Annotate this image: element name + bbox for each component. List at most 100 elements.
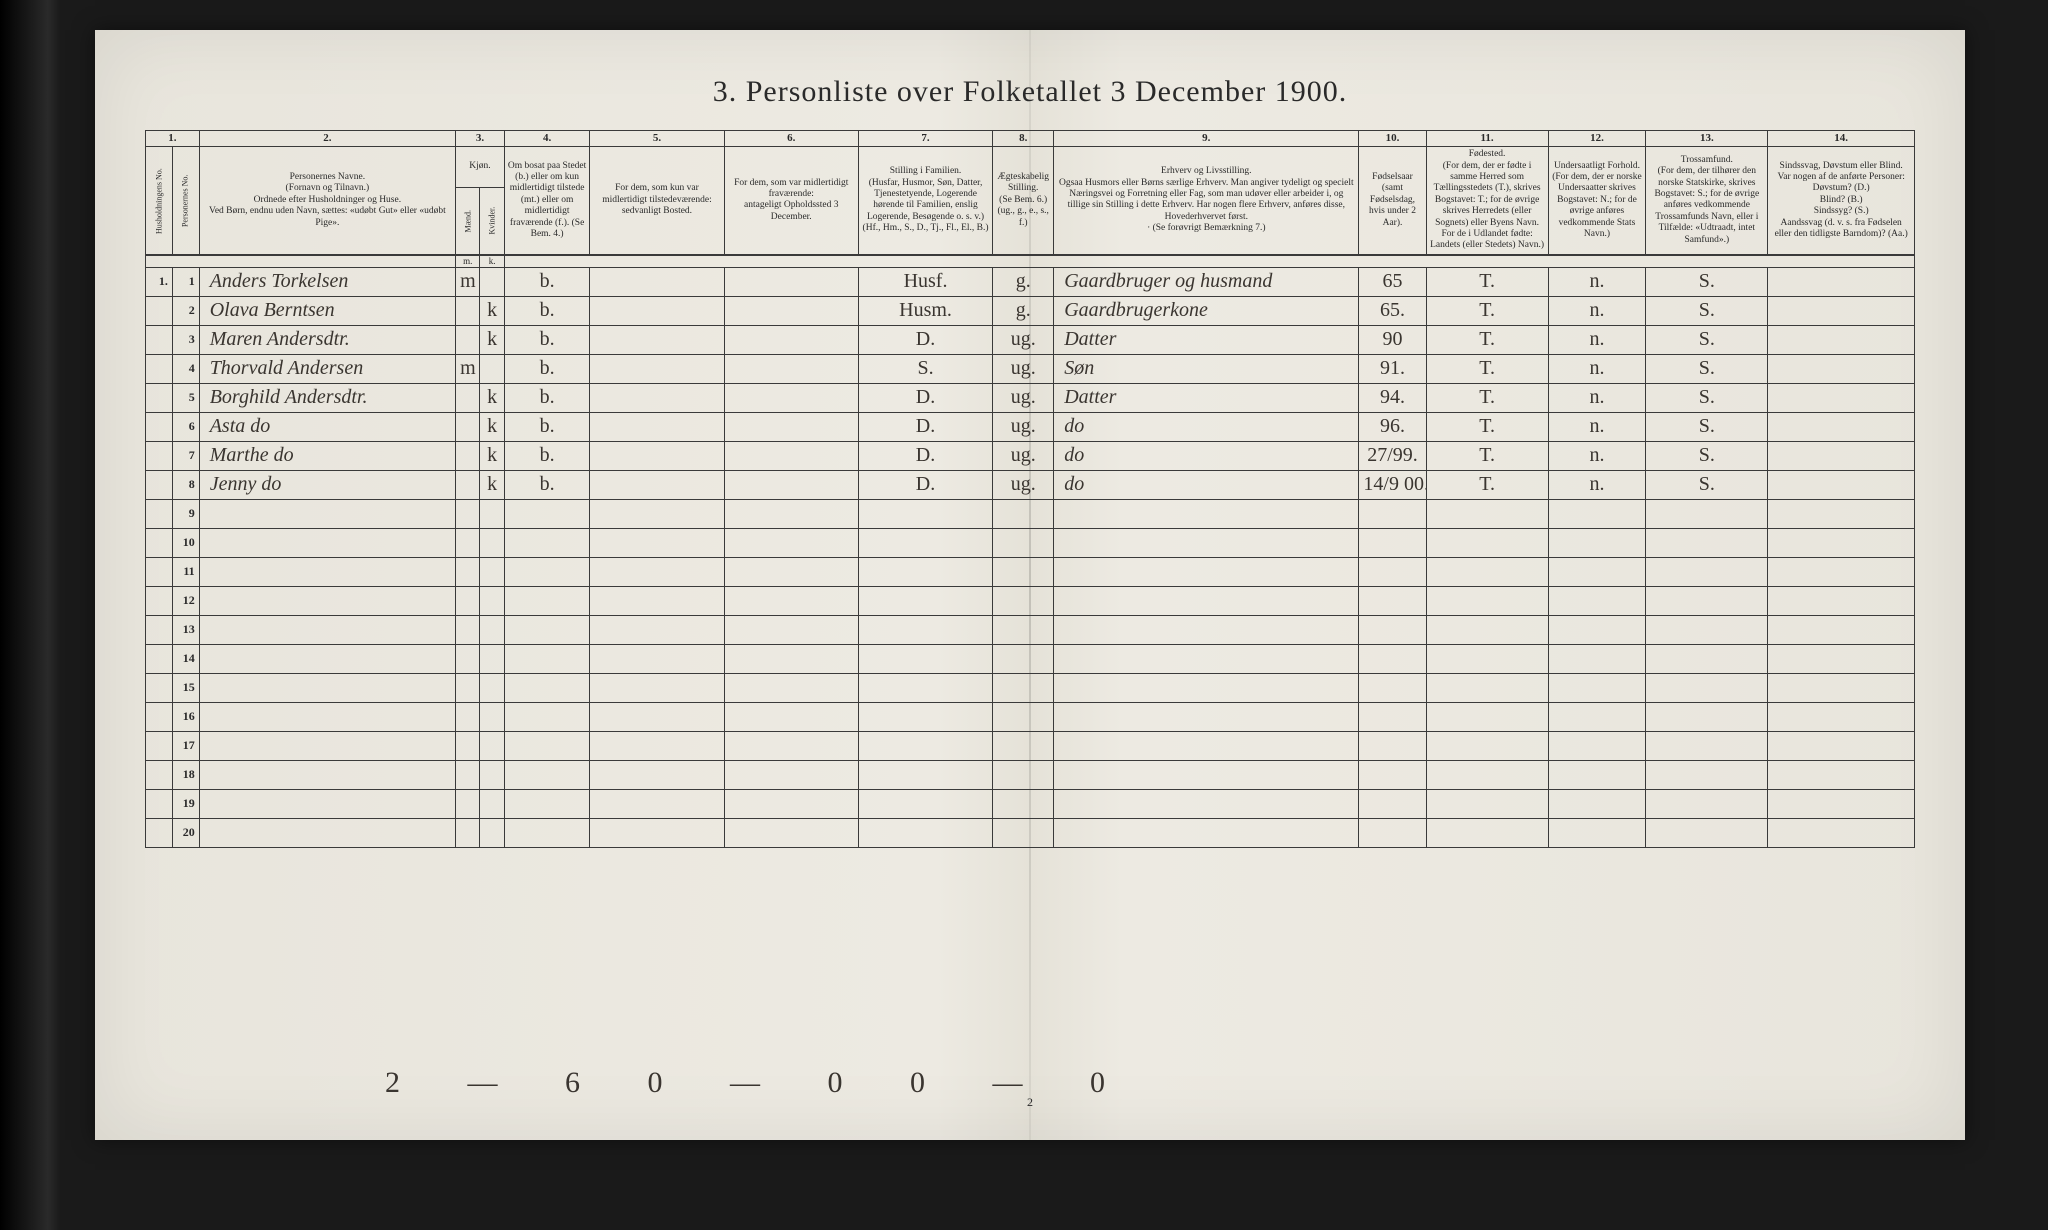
- cell-temp-absent: [724, 760, 858, 789]
- cell-disability: [1768, 586, 1915, 615]
- cell-household-no: [146, 296, 173, 325]
- cell-nationality: [1548, 818, 1646, 847]
- cell-sex-k: [480, 557, 504, 586]
- cell-household-no: [146, 354, 173, 383]
- cell-residence: [504, 528, 589, 557]
- table-row: 16: [146, 702, 1915, 731]
- cell-residence: [504, 702, 589, 731]
- cell-religion: [1646, 528, 1768, 557]
- cell-nationality: [1548, 789, 1646, 818]
- cell-temp-absent: [724, 499, 858, 528]
- cell-disability: [1768, 354, 1915, 383]
- cell-name: [199, 760, 455, 789]
- cell-occupation: [1054, 586, 1359, 615]
- cell-birthplace: T.: [1426, 325, 1548, 354]
- cell-birthplace: [1426, 586, 1548, 615]
- cell-marital: ug.: [993, 470, 1054, 499]
- cell-religion: [1646, 702, 1768, 731]
- table-row: 7Marthe dokb.D.ug.do27/99.T.n.S.: [146, 441, 1915, 470]
- cell-religion: S.: [1646, 412, 1768, 441]
- cell-nationality: [1548, 528, 1646, 557]
- cell-sex-m: [456, 470, 480, 499]
- cell-marital: [993, 615, 1054, 644]
- cell-residence: [504, 760, 589, 789]
- cell-name: [199, 586, 455, 615]
- cell-temp-present: [590, 586, 724, 615]
- cell-sex-k: [480, 818, 504, 847]
- cell-temp-absent: [724, 267, 858, 296]
- cell-nationality: [1548, 760, 1646, 789]
- cell-occupation: [1054, 702, 1359, 731]
- cell-religion: [1646, 818, 1768, 847]
- cell-disability: [1768, 557, 1915, 586]
- cell-birthyear: [1359, 586, 1426, 615]
- cell-marital: [993, 760, 1054, 789]
- cell-household-no: 1.: [146, 267, 173, 296]
- header-marital: Ægteskabelig Stilling. (Se Bem. 6.) (ug.…: [993, 147, 1054, 255]
- cell-nationality: [1548, 557, 1646, 586]
- cell-person-no: 19: [172, 789, 199, 818]
- cell-disability: [1768, 296, 1915, 325]
- tally-marks: 2 — 6 0 — 0 0 — 0: [385, 1066, 1135, 1100]
- cell-residence: [504, 586, 589, 615]
- cell-person-no: 13: [172, 615, 199, 644]
- table-header: 1. 2. 3. 4. 5. 6. 7. 8. 9. 10. 11. 12. 1…: [146, 131, 1915, 268]
- cell-person-no: 18: [172, 760, 199, 789]
- colnum-6: 6.: [724, 131, 858, 147]
- cell-name: [199, 644, 455, 673]
- cell-temp-absent: [724, 325, 858, 354]
- cell-birthplace: [1426, 499, 1548, 528]
- table-row: 17: [146, 731, 1915, 760]
- cell-family-position: D.: [858, 383, 992, 412]
- cell-sex-k: [480, 789, 504, 818]
- cell-person-no: 8: [172, 470, 199, 499]
- cell-temp-present: [590, 557, 724, 586]
- cell-temp-absent: [724, 383, 858, 412]
- cell-religion: [1646, 586, 1768, 615]
- header-sex-k: Kvinder.: [480, 187, 504, 255]
- cell-birthplace: [1426, 557, 1548, 586]
- cell-family-position: [858, 789, 992, 818]
- cell-household-no: [146, 470, 173, 499]
- table-row: 18: [146, 760, 1915, 789]
- cell-marital: [993, 731, 1054, 760]
- cell-disability: [1768, 412, 1915, 441]
- cell-occupation: [1054, 673, 1359, 702]
- cell-sex-m: [456, 296, 480, 325]
- cell-religion: S.: [1646, 441, 1768, 470]
- cell-sex-m: [456, 383, 480, 412]
- cell-person-no: 11: [172, 557, 199, 586]
- header-religion: Trossamfund. (For dem, der tilhører den …: [1646, 147, 1768, 255]
- cell-family-position: [858, 586, 992, 615]
- cell-sex-k: [480, 499, 504, 528]
- cell-family-position: [858, 644, 992, 673]
- cell-sex-m: [456, 586, 480, 615]
- colnum-2: 2.: [199, 131, 455, 147]
- cell-birthyear: 94.: [1359, 383, 1426, 412]
- cell-name: [199, 615, 455, 644]
- cell-person-no: 9: [172, 499, 199, 528]
- printed-page-number: 2: [1027, 1095, 1033, 1110]
- cell-person-no: 12: [172, 586, 199, 615]
- cell-residence: [504, 615, 589, 644]
- cell-family-position: [858, 818, 992, 847]
- cell-family-position: [858, 702, 992, 731]
- cell-disability: [1768, 760, 1915, 789]
- cell-temp-present: [590, 412, 724, 441]
- cell-birthplace: [1426, 615, 1548, 644]
- cell-sex-m: [456, 325, 480, 354]
- cell-sex-m: [456, 673, 480, 702]
- cell-birthyear: 14/9 00.: [1359, 470, 1426, 499]
- cell-birthyear: [1359, 673, 1426, 702]
- cell-temp-present: [590, 528, 724, 557]
- colnum-3: 3.: [456, 131, 505, 147]
- cell-sex-m: m: [456, 267, 480, 296]
- cell-sex-m: [456, 760, 480, 789]
- cell-birthyear: 65: [1359, 267, 1426, 296]
- cell-birthplace: T.: [1426, 267, 1548, 296]
- table-row: 4Thorvald Andersenmb.S.ug.Søn91.T.n.S.: [146, 354, 1915, 383]
- cell-disability: [1768, 673, 1915, 702]
- cell-birthplace: [1426, 702, 1548, 731]
- cell-temp-absent: [724, 789, 858, 818]
- cell-sex-k: [480, 528, 504, 557]
